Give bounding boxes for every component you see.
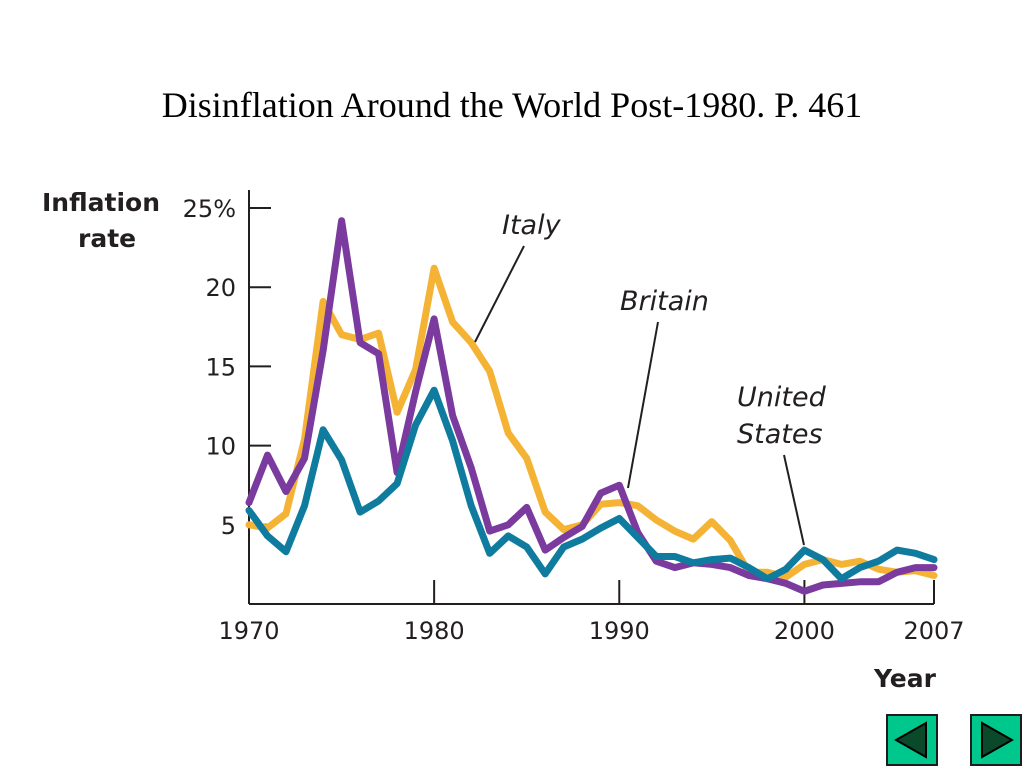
y-tick-label: 5 [221, 512, 236, 540]
series-label-us-line2: States [737, 419, 823, 450]
y-tick-label: 20 [205, 274, 236, 302]
series-label-britain: Britain [620, 286, 709, 317]
next-slide-button[interactable] [970, 714, 1022, 766]
series-line-britain [245, 217, 938, 595]
x-tick-label: 2000 [774, 617, 835, 645]
inflation-line-chart: Inflation rate Year 5 10 15 20 25% 1970 1980 1… [42, 188, 965, 693]
series-label-italy: Italy [502, 210, 562, 241]
y-tick-label: 10 [205, 433, 236, 461]
us-pointer-line [783, 454, 805, 546]
triangle-left-icon [893, 721, 927, 759]
series-line-united-states [245, 386, 938, 583]
x-axis-label: Year [873, 664, 937, 693]
x-tick-label: 1990 [589, 617, 650, 645]
previous-slide-button[interactable] [886, 714, 938, 766]
series-label-us-line1: United [737, 382, 827, 413]
page-title: Disinflation Around the World Post-1980.… [161, 85, 863, 125]
y-tick-label: 25% [183, 195, 236, 223]
y-tick-label: 15 [205, 353, 236, 381]
x-tick-label: 2007 [903, 617, 964, 645]
x-tick-label: 1980 [404, 617, 465, 645]
britain-pointer-line [627, 321, 659, 489]
y-axis-label-line2: rate [78, 224, 136, 253]
x-tick-label: 1970 [218, 617, 279, 645]
italy-pointer-line [474, 245, 525, 343]
triangle-right-icon [981, 721, 1015, 759]
y-axis-label-line1: Inflation [42, 188, 160, 217]
